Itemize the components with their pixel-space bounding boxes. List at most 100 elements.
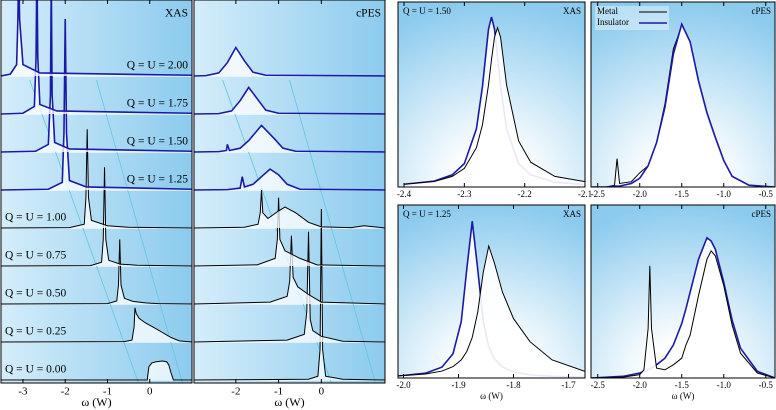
x-tick-label: -1.0 [717, 380, 732, 390]
legend-box [595, 6, 669, 30]
panel-title: cPES [751, 6, 771, 16]
x-tick-label: -2 [231, 386, 240, 398]
spectrum-line [403, 26, 585, 185]
spectrum-line [1, 129, 192, 229]
x-tick-label: -3 [18, 386, 28, 398]
panel-annotation: Q = U = 1.25 [403, 209, 451, 219]
plot-area [403, 16, 585, 187]
spectrum-line [398, 244, 585, 377]
spectrum-line [591, 250, 775, 378]
spectrum-line [1, 360, 192, 381]
series-label: Q = U = 1.50 [127, 136, 188, 148]
spectrum-line [194, 45, 385, 77]
x-tick-label: -1 [103, 386, 112, 398]
spectrum-line [1, 0, 192, 153]
panel-title: cPES [356, 8, 381, 20]
panel-title: XAS [563, 209, 581, 219]
x-tick-label: -0.5 [759, 380, 774, 390]
area-fill [194, 235, 385, 304]
spectrum-line [194, 231, 385, 343]
area-fill [591, 250, 775, 378]
x-tick-label: -2.5 [591, 189, 606, 199]
x-tick-label: -0.5 [759, 189, 774, 199]
panel-frame [590, 1, 776, 188]
series-label: Q = U = 1.25 [127, 174, 188, 186]
panel-annotation: Q = U = 1.50 [403, 6, 451, 16]
x-axis-label: ω (W) [81, 395, 111, 409]
guide-line [289, 79, 376, 383]
spectrum-line [591, 21, 775, 187]
area-fill [194, 87, 385, 114]
x-tick-label: -2.3 [457, 189, 472, 199]
x-tick-label: -1.5 [675, 380, 690, 390]
x-tick-label: -1.9 [451, 380, 466, 390]
panel-frame [0, 0, 193, 384]
x-tick-label: -1.8 [506, 380, 521, 390]
spectrum-line [1, 18, 192, 191]
x-tick-label: -1.5 [675, 189, 690, 199]
spectrum-line [1, 0, 192, 115]
panel-background [194, 0, 385, 383]
spectrum-line [194, 189, 385, 229]
series-label: Q = U = 1.00 [5, 212, 66, 224]
x-tick-label: 0 [319, 386, 325, 398]
series-label: Q = U = 0.00 [5, 364, 66, 376]
panel-title: XAS [563, 6, 581, 16]
guide-line [96, 79, 183, 383]
plot-area [591, 21, 775, 187]
x-tick-label: -1 [274, 386, 283, 398]
spectrum-line [194, 124, 385, 153]
area-fill [194, 190, 385, 228]
panel-frame [193, 0, 386, 384]
x-tick-label: -2.1 [578, 189, 592, 199]
plot-area [1, 0, 192, 383]
spectrum-line [1, 239, 192, 305]
panel-frame [397, 204, 586, 379]
x-axis-label: ω (W) [274, 395, 304, 409]
area-fill [591, 24, 775, 187]
x-tick-label: -2.2 [518, 189, 532, 199]
spectrum-line [194, 168, 385, 191]
series-label: Q = U = 0.25 [5, 326, 66, 338]
panel-frame [397, 1, 586, 188]
x-tick-label: -2.0 [633, 189, 648, 199]
x-tick-label: -2.0 [396, 380, 411, 390]
x-tick-label: -1.0 [717, 189, 732, 199]
series-label: Q = U = 1.75 [127, 98, 188, 110]
panel-frame [590, 204, 776, 379]
series-label: Q = U = 0.75 [5, 250, 66, 262]
spectrum-line [1, 167, 192, 267]
area-fill [1, 361, 192, 380]
series-label: Q = U = 2.00 [127, 60, 188, 72]
area-fill [194, 47, 385, 76]
spectrum-line [1, 307, 192, 343]
x-tick-label: 0 [147, 386, 153, 398]
x-tick-label: -2.0 [633, 380, 648, 390]
area-fill [398, 246, 585, 378]
x-tick-label: -2.5 [591, 380, 606, 390]
spectrum-line [194, 85, 385, 115]
x-tick-label: -2.4 [397, 189, 412, 199]
area-fill [1, 307, 192, 342]
panel-title: XAS [165, 8, 188, 20]
area-fill [1, 0, 192, 76]
legend-label: Metal [597, 6, 618, 16]
plot-area [398, 221, 585, 378]
spectrum-line [1, 0, 192, 77]
plot-area [591, 236, 775, 378]
x-tick-label: -2 [61, 386, 70, 398]
plot-area [194, 45, 385, 383]
x-tick-label: -1.7 [561, 380, 576, 390]
guide-line [29, 79, 139, 383]
legend-label: Insulator [597, 17, 629, 27]
panel-title: cPES [751, 209, 771, 219]
panel-background [1, 0, 192, 383]
spectrum-line [194, 208, 385, 381]
series-label: Q = U = 0.50 [5, 288, 66, 300]
area-fill [404, 27, 585, 187]
area-fill [194, 169, 385, 190]
x-axis-label: ω (W) [672, 391, 695, 401]
x-axis-label: ω (W) [480, 391, 503, 401]
